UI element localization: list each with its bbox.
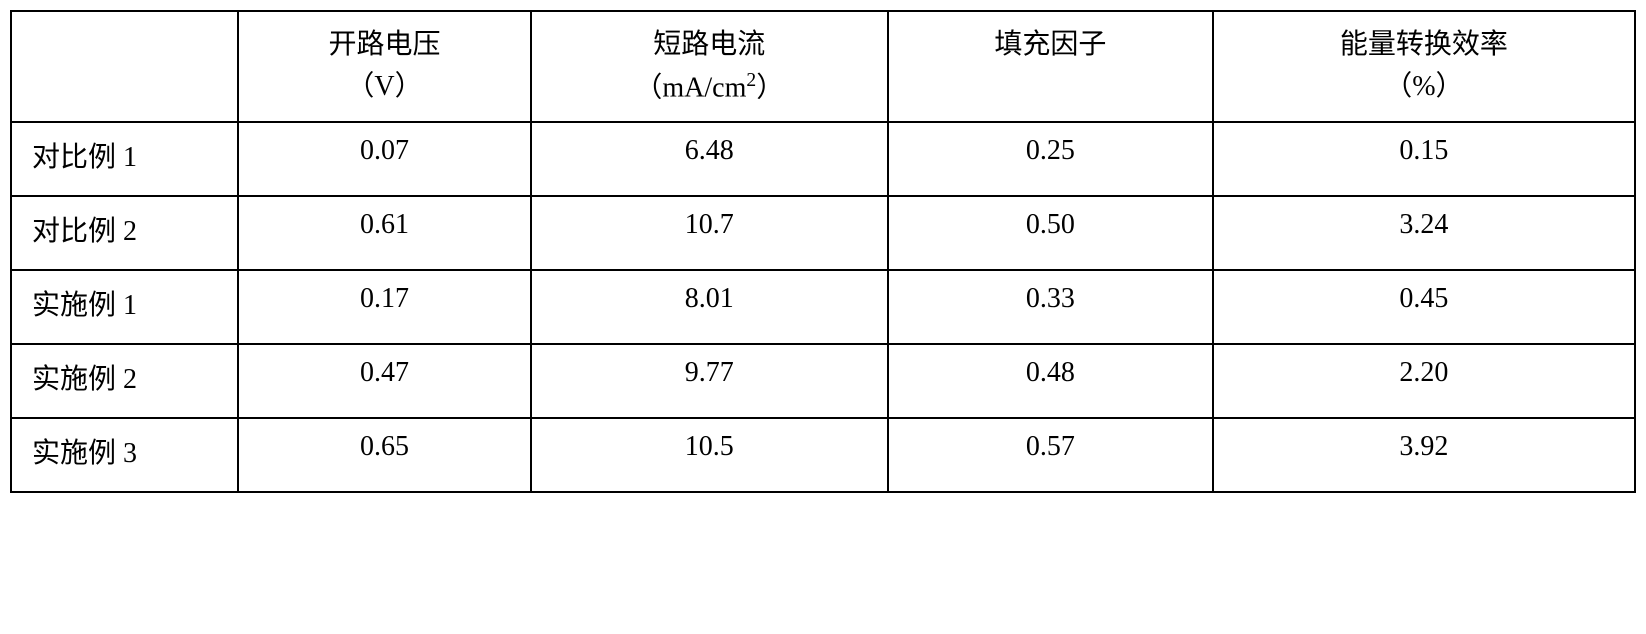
- data-cell: 0.25: [888, 122, 1213, 196]
- data-cell: 0.45: [1213, 270, 1635, 344]
- header-energy-conversion-efficiency: 能量转换效率 （%）: [1213, 11, 1635, 122]
- table-row: 实施例 3 0.65 10.5 0.57 3.92: [11, 418, 1635, 492]
- data-cell: 0.15: [1213, 122, 1635, 196]
- header-unit: （mA/cm2）: [540, 66, 879, 109]
- header-label: 开路电压: [329, 29, 441, 60]
- table-row: 对比例 1 0.07 6.48 0.25 0.15: [11, 122, 1635, 196]
- data-cell: 0.33: [888, 270, 1213, 344]
- table-row: 对比例 2 0.61 10.7 0.50 3.24: [11, 196, 1635, 270]
- data-cell: 0.65: [238, 418, 530, 492]
- row-label: 对比例 1: [11, 122, 238, 196]
- header-fill-factor: 填充因子: [888, 11, 1213, 122]
- data-cell: 9.77: [531, 344, 888, 418]
- data-cell: 0.17: [238, 270, 530, 344]
- data-cell: 0.57: [888, 418, 1213, 492]
- row-label: 实施例 3: [11, 418, 238, 492]
- data-cell: 0.61: [238, 196, 530, 270]
- header-unit: （%）: [1222, 66, 1626, 108]
- data-cell: 3.92: [1213, 418, 1635, 492]
- header-short-circuit-current: 短路电流 （mA/cm2）: [531, 11, 888, 122]
- header-empty: [11, 11, 238, 122]
- table-row: 实施例 1 0.17 8.01 0.33 0.45: [11, 270, 1635, 344]
- row-label: 对比例 2: [11, 196, 238, 270]
- data-cell: 3.24: [1213, 196, 1635, 270]
- data-table: 开路电压 （V） 短路电流 （mA/cm2） 填充因子 能量转换效率 （%） 对…: [10, 10, 1636, 493]
- data-cell: 0.50: [888, 196, 1213, 270]
- header-open-circuit-voltage: 开路电压 （V）: [238, 11, 530, 122]
- row-label: 实施例 1: [11, 270, 238, 344]
- row-label: 实施例 2: [11, 344, 238, 418]
- table-body: 对比例 1 0.07 6.48 0.25 0.15 对比例 2 0.61 10.…: [11, 122, 1635, 492]
- data-cell: 2.20: [1213, 344, 1635, 418]
- data-cell: 0.07: [238, 122, 530, 196]
- data-cell: 10.5: [531, 418, 888, 492]
- header-label: 填充因子: [994, 29, 1106, 60]
- data-cell: 0.47: [238, 344, 530, 418]
- data-cell: 8.01: [531, 270, 888, 344]
- data-cell: 10.7: [531, 196, 888, 270]
- data-cell: 6.48: [531, 122, 888, 196]
- header-unit: （V）: [247, 66, 521, 108]
- data-cell: 0.48: [888, 344, 1213, 418]
- header-label: 短路电流: [653, 29, 765, 60]
- table-row: 实施例 2 0.47 9.77 0.48 2.20: [11, 344, 1635, 418]
- table-header-row: 开路电压 （V） 短路电流 （mA/cm2） 填充因子 能量转换效率 （%）: [11, 11, 1635, 122]
- header-label: 能量转换效率: [1340, 29, 1508, 60]
